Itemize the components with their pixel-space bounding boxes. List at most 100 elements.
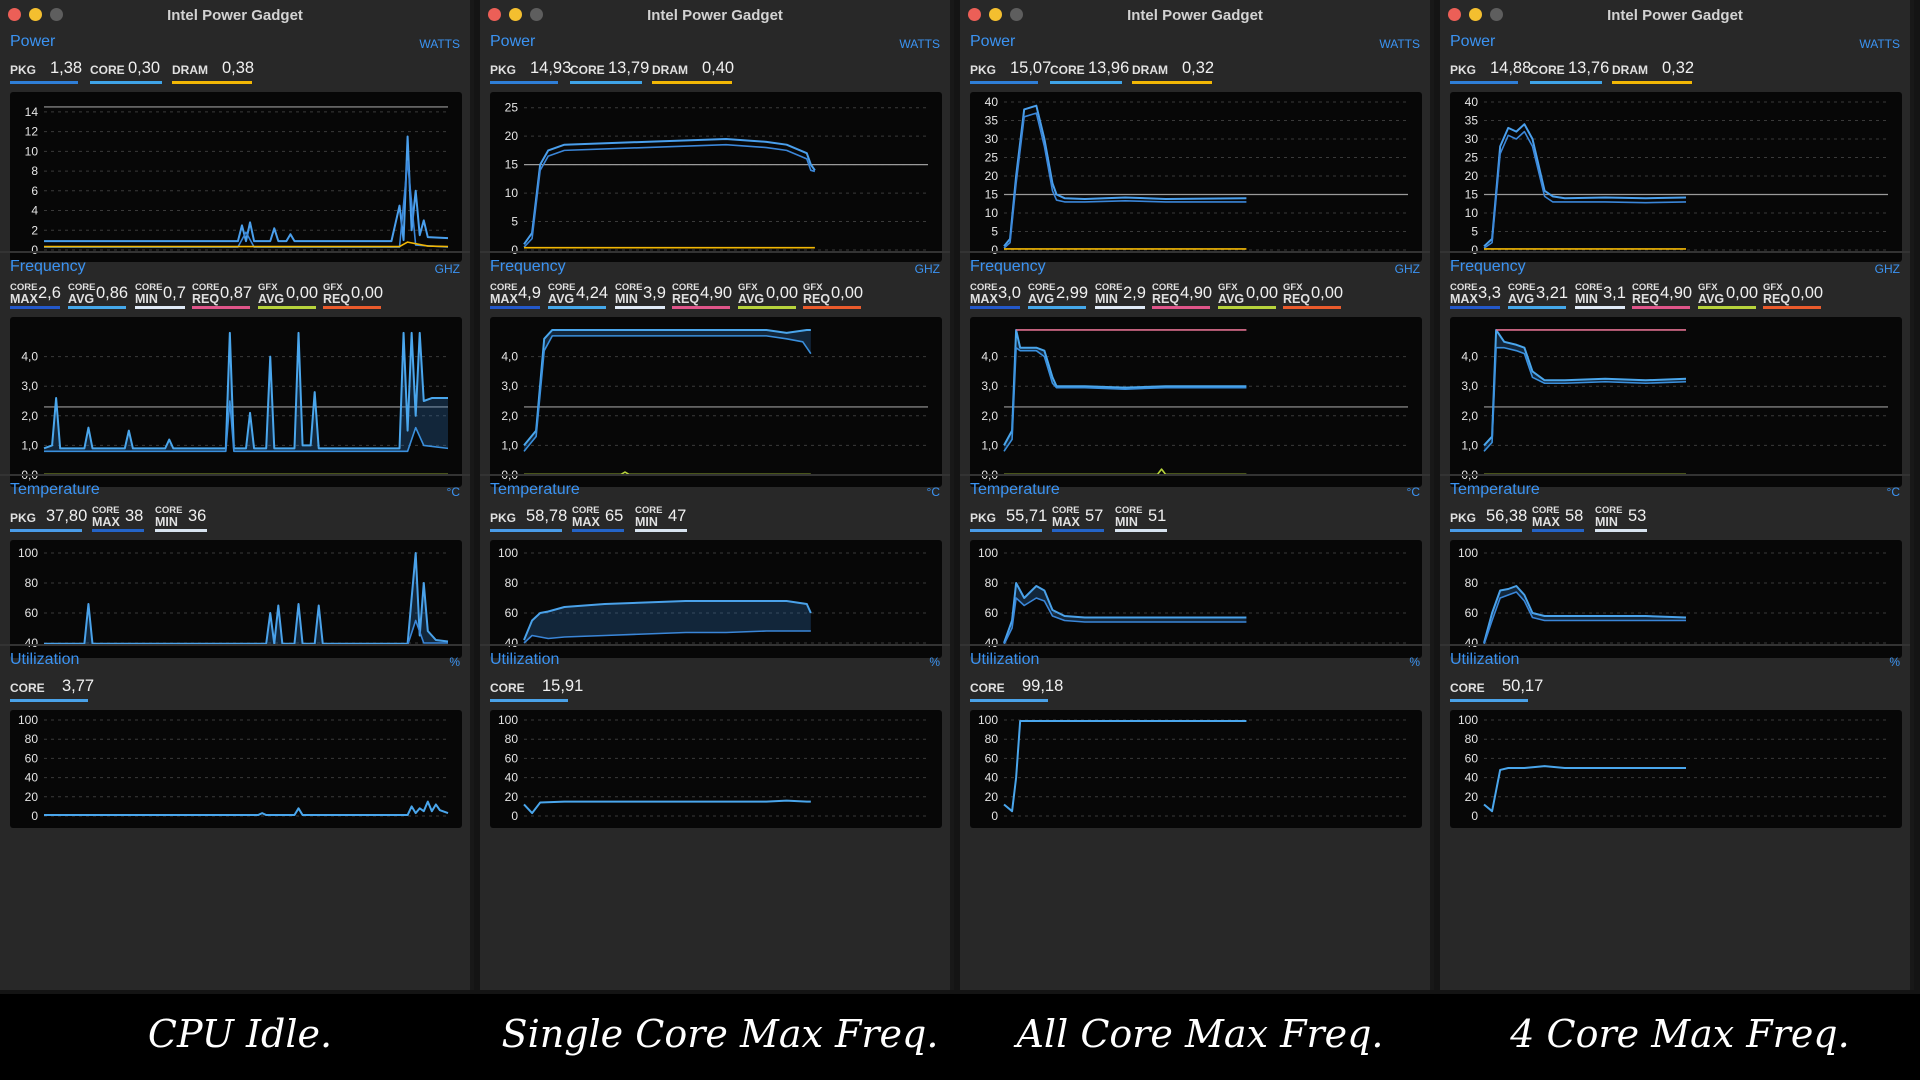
power-metric-label: PKG bbox=[10, 63, 37, 77]
frequency-metric-value: 0,00 bbox=[1791, 284, 1824, 302]
temperature-metric-label: CORE MAX bbox=[1052, 506, 1080, 529]
frequency-metric-core-max: CORE MAX 3,3 bbox=[1450, 283, 1501, 309]
y-tick-label: 40 bbox=[25, 771, 39, 785]
temperature-header: Temperature °C bbox=[480, 478, 950, 502]
temperature-metric-value: 38 bbox=[125, 507, 144, 525]
temperature-series-line bbox=[523, 600, 812, 641]
frequency-metric-gfx-avg: GFX AVG 0,00 bbox=[1698, 283, 1758, 309]
frequency-chart: 0,01,02,03,04,0 bbox=[981, 328, 1408, 482]
zoom-button[interactable] bbox=[1490, 8, 1503, 21]
temperature-header: Temperature °C bbox=[0, 478, 470, 502]
utilization-section: Utilization% CORE 50,17 0 20 40 60 80 100 bbox=[1440, 648, 1910, 868]
frequency-chart: 0,01,02,03,04,0 bbox=[501, 328, 928, 482]
label-line: REQ bbox=[323, 292, 351, 306]
temperature-section: Temperature °C PKG 58,78 CORE MAX 65 CORE MIN 47 4… bbox=[480, 478, 950, 658]
power-series-line bbox=[44, 241, 449, 248]
power-metric-label: DRAM bbox=[1132, 63, 1168, 77]
power-metric-bar bbox=[970, 81, 1038, 84]
power-metric-bar bbox=[90, 81, 162, 84]
label-line: GFX bbox=[258, 282, 278, 293]
temperature-chart: 40 60 80 100 bbox=[498, 546, 928, 650]
close-button[interactable] bbox=[1448, 8, 1461, 21]
temperature-metric-label: CORE MIN bbox=[1595, 506, 1622, 529]
y-tick-label: 60 bbox=[25, 751, 39, 765]
label-line: AVG bbox=[1028, 292, 1055, 306]
frequency-metric-label: CORE REQ bbox=[192, 283, 219, 306]
frequency-metric-label: GFX AVG bbox=[1698, 283, 1724, 306]
frequency-metric-value: 0,00 bbox=[286, 284, 319, 302]
power-unit: WATTS bbox=[419, 37, 460, 51]
frequency-plot: 0,01,02,03,04,0 bbox=[970, 317, 1422, 487]
frequency-metric-bar bbox=[10, 306, 60, 309]
close-button[interactable] bbox=[488, 8, 501, 21]
label-line: REQ bbox=[1152, 292, 1180, 306]
utilization-metrics: CORE 50,17 bbox=[1440, 672, 1910, 702]
utilization-metric-core: CORE 3,77 bbox=[10, 676, 94, 702]
utilization-metric-value: 15,91 bbox=[542, 677, 584, 695]
frequency-metric-core-req: CORE REQ 4,90 bbox=[1152, 282, 1212, 309]
frequency-metric-label: CORE MAX bbox=[490, 283, 518, 306]
temperature-metric-bar bbox=[155, 529, 207, 532]
minimize-button[interactable] bbox=[989, 8, 1002, 21]
label-line: MIN bbox=[1115, 515, 1138, 529]
label-line: CORE bbox=[615, 282, 643, 293]
power-metric-label: DRAM bbox=[172, 63, 208, 77]
label-line: MAX bbox=[10, 292, 38, 306]
label-line: AVG bbox=[1218, 292, 1245, 306]
close-button[interactable] bbox=[8, 8, 21, 21]
close-button[interactable] bbox=[968, 8, 981, 21]
minimize-button[interactable] bbox=[1469, 8, 1482, 21]
y-tick-label: 40 bbox=[505, 636, 519, 650]
y-tick-label: 25 bbox=[505, 101, 519, 115]
y-tick-label: 14 bbox=[25, 105, 39, 119]
frequency-metric-core-avg: CORE AVG 3,21 bbox=[1508, 282, 1568, 309]
title-bar: Intel Power Gadget bbox=[960, 0, 1430, 30]
zoom-button[interactable] bbox=[50, 8, 63, 21]
temperature-plot: 40 60 80 100 bbox=[1450, 540, 1902, 658]
y-tick-label: 100 bbox=[18, 546, 38, 560]
utilization-unit: % bbox=[449, 655, 460, 669]
y-tick-label: 5 bbox=[511, 215, 518, 229]
power-metric-value: 0,40 bbox=[702, 59, 735, 77]
y-tick-label: 20 bbox=[985, 790, 999, 804]
zoom-button[interactable] bbox=[1010, 8, 1023, 21]
utilization-chart: 0 20 40 60 80 100 bbox=[498, 713, 928, 823]
y-tick-label: 60 bbox=[985, 751, 999, 765]
label-line: MAX bbox=[572, 515, 600, 529]
frequency-metric-gfx-avg: GFX AVG 0,00 bbox=[738, 283, 798, 309]
frequency-metric-label: CORE MIN bbox=[1095, 283, 1122, 306]
frequency-metrics: CORE MAX 3,0 CORE AVG 2,99 CORE MIN 2,9 CORE REQ 4,… bbox=[960, 279, 1430, 309]
label-line: CORE bbox=[1508, 282, 1536, 293]
y-tick-label: 40 bbox=[1465, 636, 1479, 650]
frequency-range-fill bbox=[524, 329, 811, 452]
label-line: CORE bbox=[1152, 282, 1180, 293]
frequency-metric-value: 2,99 bbox=[1056, 284, 1089, 302]
y-tick-label: 35 bbox=[985, 114, 999, 128]
minimize-button[interactable] bbox=[509, 8, 522, 21]
label-line: CORE bbox=[672, 282, 700, 293]
frequency-metric-gfx-avg: GFX AVG 0,00 bbox=[1218, 283, 1278, 309]
window-title: Intel Power Gadget bbox=[1607, 6, 1743, 24]
power-metric-bar bbox=[1050, 81, 1122, 84]
zoom-button[interactable] bbox=[530, 8, 543, 21]
temperature-plot: 40 60 80 100 bbox=[10, 540, 462, 658]
y-tick-label: 5 bbox=[991, 225, 998, 239]
y-tick-label: 1,0 bbox=[981, 438, 998, 452]
label-line: CORE bbox=[92, 505, 120, 516]
temperature-metrics: PKG 55,71 CORE MAX 57 CORE MIN 51 bbox=[960, 502, 1430, 532]
y-tick-label: 100 bbox=[978, 713, 998, 727]
frequency-series-line bbox=[1483, 346, 1687, 452]
label-line: CORE bbox=[135, 282, 163, 293]
frequency-metric-core-req: CORE REQ 0,87 bbox=[192, 283, 252, 309]
power-chart: 0 2 4 6 8 10 12 14 bbox=[25, 105, 449, 257]
frequency-series-line bbox=[44, 400, 449, 453]
y-tick-label: 10 bbox=[985, 206, 999, 220]
frequency-metric-gfx-req: GFX REQ 0,00 bbox=[1763, 283, 1824, 309]
power-metrics: PKG 15,07 CORE 13,96 DRAM 0,32 bbox=[960, 54, 1430, 84]
frequency-metrics: CORE MAX 3,3 CORE AVG 3,21 CORE MIN 3,1 CORE REQ 4,… bbox=[1440, 279, 1910, 309]
temperature-metric-bar bbox=[635, 529, 687, 532]
frequency-series-line bbox=[1483, 328, 1687, 447]
minimize-button[interactable] bbox=[29, 8, 42, 21]
power-metric-label: PKG bbox=[1450, 63, 1477, 77]
label-line: MIN bbox=[1575, 292, 1598, 306]
